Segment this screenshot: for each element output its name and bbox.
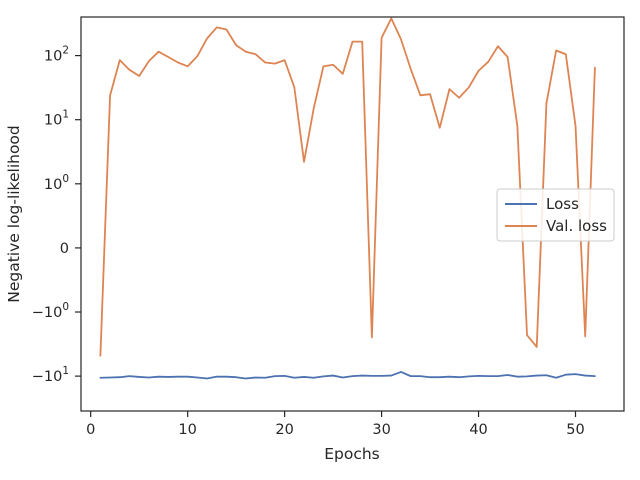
legend: Loss Val. loss <box>496 188 615 242</box>
y-axis: 102 101 100 0 −100 −101 <box>32 45 81 385</box>
y-axis-label: Negative log-likelihood <box>5 125 23 303</box>
x-tick-label: 10 <box>178 422 196 438</box>
legend-box <box>496 188 615 242</box>
x-tick-label: 0 <box>86 422 95 438</box>
series-line-val-loss <box>99 17 596 357</box>
plot-frame <box>80 16 625 412</box>
y-tick-label: −101 <box>32 365 69 385</box>
legend-label-val-loss: Val. loss <box>546 217 607 235</box>
series-layer <box>99 17 596 380</box>
y-tick-label: −100 <box>32 301 69 321</box>
x-axis-label: Epochs <box>324 445 380 463</box>
y-tick-label: 102 <box>44 45 69 65</box>
y-tick-label: 0 <box>60 241 69 257</box>
x-tick-label: 40 <box>469 422 487 438</box>
x-axis: 0 10 20 30 40 50 <box>86 411 585 438</box>
legend-label-loss: Loss <box>546 195 579 213</box>
x-tick-label: 50 <box>566 422 584 438</box>
y-tick-label: 101 <box>44 109 69 129</box>
x-tick-label: 30 <box>372 422 390 438</box>
y-tick-label: 100 <box>44 173 69 193</box>
x-tick-label: 20 <box>275 422 293 438</box>
series-line-loss <box>99 371 596 380</box>
